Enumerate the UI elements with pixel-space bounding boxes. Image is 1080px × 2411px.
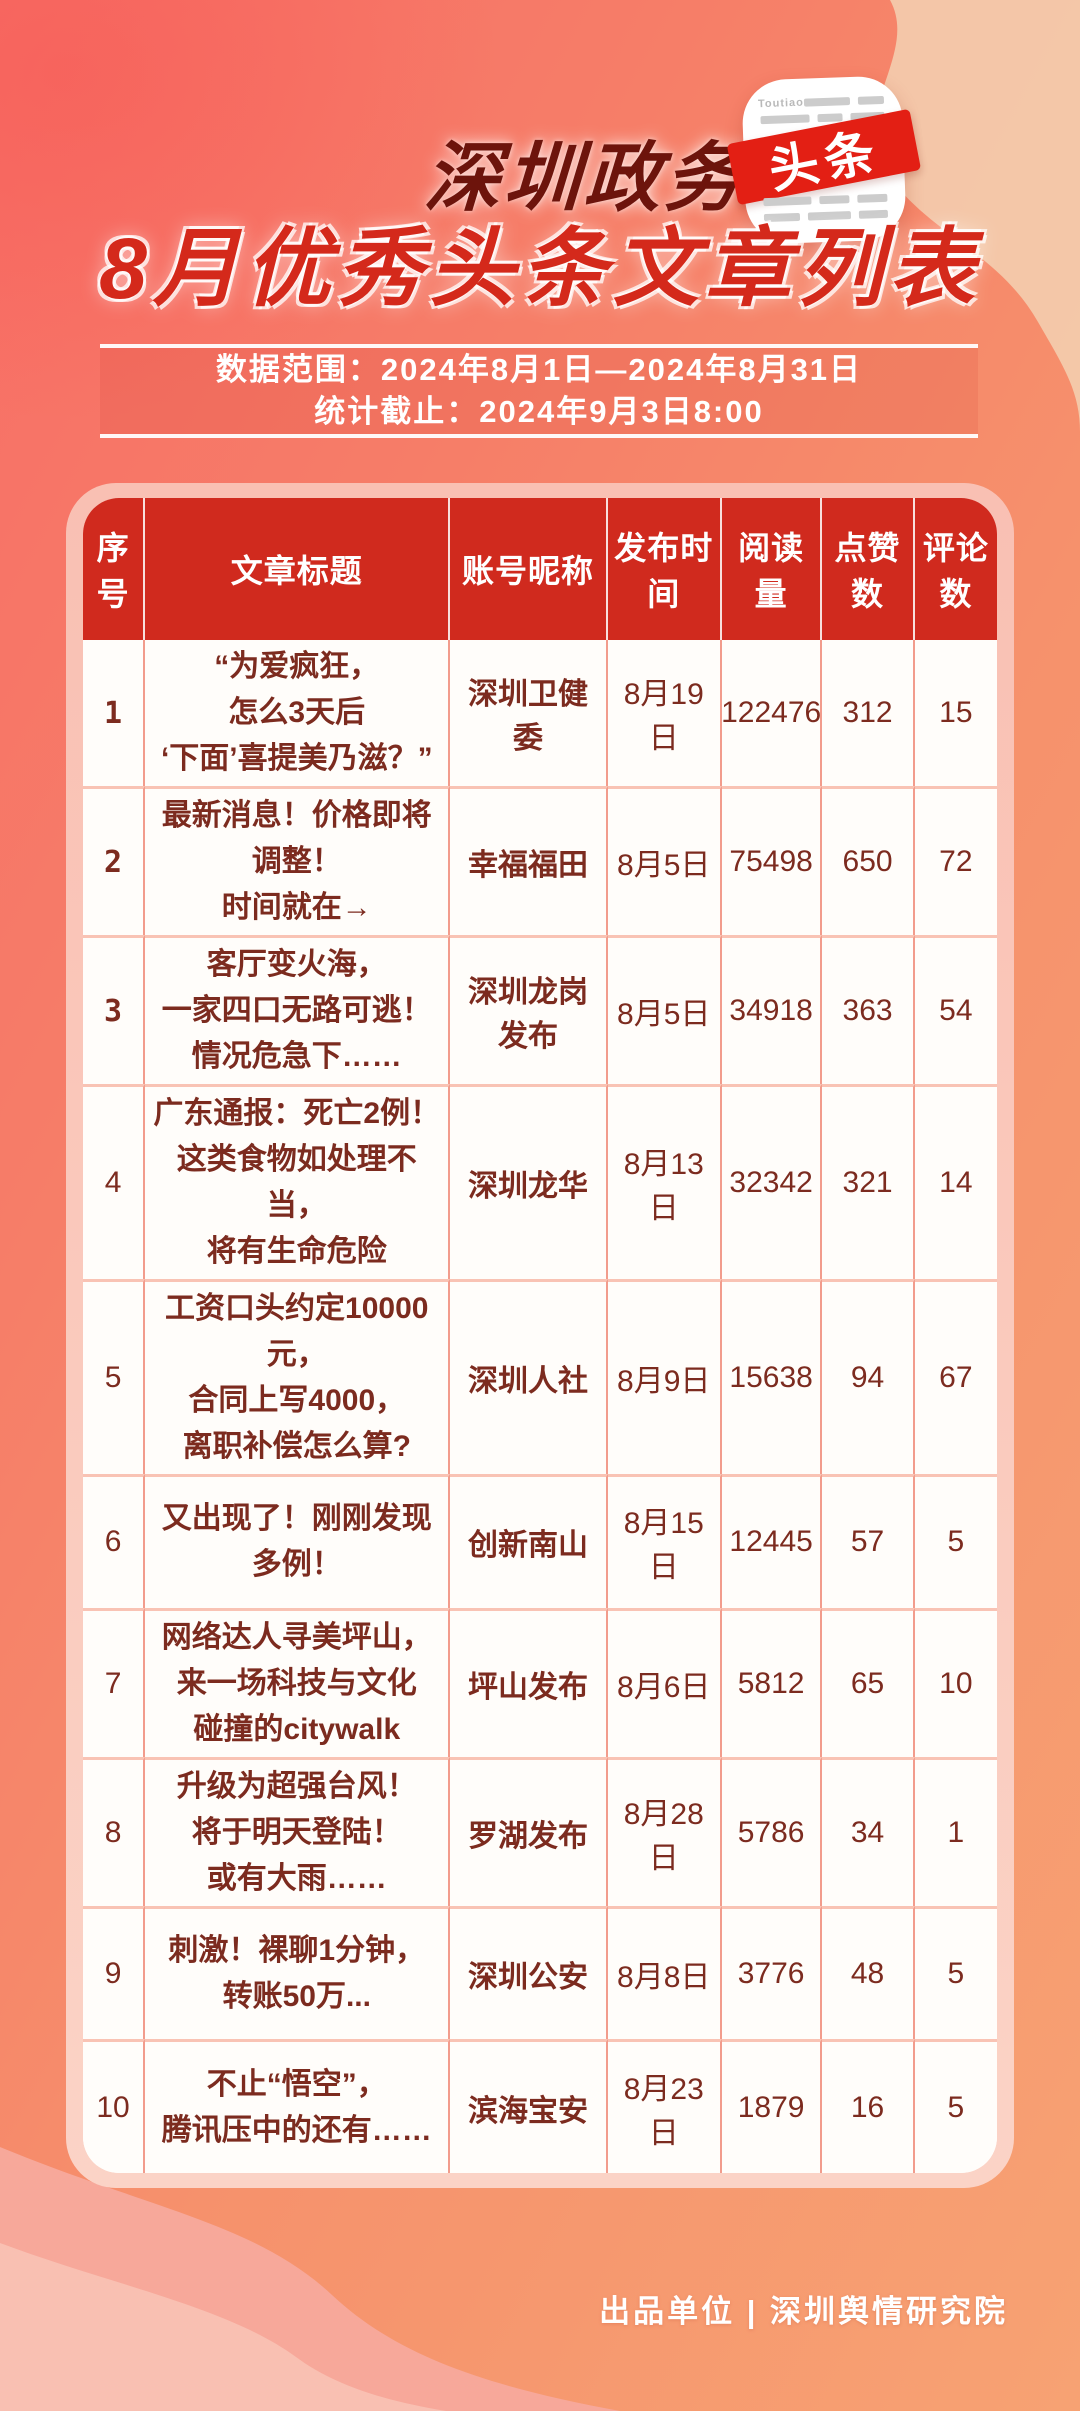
table-row: 5 工资口头约定10000元， 合同上写4000， 离职补偿怎么算? 深圳人社 … [83,1279,997,1474]
read-count: 3776 [721,1905,823,2040]
account-name: 深圳公安 [450,1905,608,2040]
account-name: 幸福福田 [450,786,608,935]
producer-credit: 出品单位 | 深圳舆情研究院 [599,2294,1008,2329]
table-row: 6 又出现了！刚刚发现多例！ 创新南山 8月15日 12445 57 5 [83,1474,997,1608]
comment-count: 5 [914,1474,997,1608]
publish-date: 8月6日 [607,1607,722,1757]
read-count: 122476 [721,640,823,786]
comment-count: 67 [914,1279,997,1474]
row-number: 4 [83,1084,146,1279]
publish-date: 8月19日 [607,640,722,786]
row-number: 5 [83,1279,146,1474]
publish-date: 8月8日 [607,1905,722,2040]
article-title: 升级为超强台风！ 将于明天登陆！ 或有大雨…… [145,1756,451,1906]
account-name: 深圳人社 [450,1279,608,1474]
article-title: “为爱疯狂， 怎么3天后 ‘下面’喜提美乃滋？” [145,640,451,786]
column-header-account: 账号昵称 [450,498,608,640]
like-count: 57 [822,1474,915,1608]
column-header-index: 序号 [83,498,146,640]
read-count: 34918 [721,935,823,1084]
read-count: 15638 [721,1279,823,1474]
table-row: 9 刺激！裸聊1分钟， 转账50万... 深圳公安 8月8日 3776 48 5 [83,1905,997,2040]
read-count: 5812 [721,1607,823,1757]
row-number: 2 [83,786,146,935]
publish-date: 8月13日 [607,1084,722,1279]
account-name: 深圳龙岗发布 [450,935,608,1084]
like-count: 94 [822,1279,915,1474]
like-count: 65 [822,1607,915,1757]
column-header-title: 文章标题 [145,498,451,640]
row-number: 8 [83,1756,146,1906]
account-name: 罗湖发布 [450,1756,608,1906]
comment-count: 72 [914,786,997,935]
comment-count: 14 [914,1084,997,1279]
row-number: 7 [83,1607,146,1757]
table-row: 7 网络达人寻美坪山， 来一场科技与文化 碰撞的citywalk 坪山发布 8月… [83,1607,997,1757]
article-title: 不止“悟空”， 腾讯压中的还有…… [145,2039,451,2173]
data-range-text: 数据范围：2024年8月1日—2024年8月31日 [215,352,863,387]
comment-count: 54 [914,935,997,1084]
publish-date: 8月9日 [607,1279,722,1474]
publish-date: 8月23日 [607,2039,722,2173]
read-count: 75498 [721,786,823,935]
account-name: 滨海宝安 [450,2039,608,2173]
comment-count: 5 [914,2039,997,2173]
publish-date: 8月5日 [607,935,722,1084]
column-header-comments: 评论数 [914,498,997,640]
row-number: 1 [83,640,146,786]
article-title: 广东通报：死亡2例！ 这类食物如处理不当， 将有生命危险 [145,1084,451,1279]
read-count: 1879 [721,2039,823,2173]
like-count: 48 [822,1905,915,2040]
column-header-likes: 点赞数 [822,498,915,640]
like-count: 321 [822,1084,915,1279]
read-count: 5786 [721,1756,823,1906]
account-name: 创新南山 [450,1474,608,1608]
account-name: 深圳卫健委 [450,640,608,786]
comment-count: 15 [914,640,997,786]
like-count: 363 [822,935,915,1084]
like-count: 312 [822,640,915,786]
like-count: 650 [822,786,915,935]
table-row: 1 “为爱疯狂， 怎么3天后 ‘下面’喜提美乃滋？” 深圳卫健委 8月19日 1… [83,640,997,786]
table-row: 2 最新消息！价格即将调整！ 时间就在→ 幸福福田 8月5日 75498 650… [83,786,997,935]
table-row: 10 不止“悟空”， 腾讯压中的还有…… 滨海宝安 8月23日 1879 16 … [83,2039,997,2173]
comment-count: 5 [914,1905,997,2040]
read-count: 32342 [721,1084,823,1279]
read-count: 12445 [721,1474,823,1608]
table-row: 8 升级为超强台风！ 将于明天登陆！ 或有大雨…… 罗湖发布 8月28日 578… [83,1756,997,1906]
stats-deadline-text: 统计截止：2024年9月3日8:00 [314,394,764,429]
column-header-date: 发布时间 [607,498,722,640]
publish-date: 8月5日 [607,786,722,935]
row-number: 9 [83,1905,146,2040]
account-name: 深圳龙华 [450,1084,608,1279]
table-row: 4 广东通报：死亡2例！ 这类食物如处理不当， 将有生命危险 深圳龙华 8月13… [83,1084,997,1279]
comment-count: 10 [914,1607,997,1757]
article-title: 刺激！裸聊1分钟， 转账50万... [145,1905,451,2040]
account-name: 坪山发布 [450,1607,608,1757]
article-table: 序号 文章标题 账号昵称 发布时间 阅读量 点赞数 评论数 1 “为爱疯狂， 怎… [83,498,997,2173]
article-title: 最新消息！价格即将调整！ 时间就在→ [145,786,451,935]
column-header-reads: 阅读量 [721,498,823,640]
article-title: 又出现了！刚刚发现多例！ [145,1474,451,1608]
row-number: 3 [83,935,146,1084]
publish-date: 8月15日 [607,1474,722,1608]
row-number: 6 [83,1474,146,1608]
page-title: 8月优秀头条文章列表 [99,221,981,317]
like-count: 16 [822,2039,915,2173]
article-title: 网络达人寻美坪山， 来一场科技与文化 碰撞的citywalk [145,1607,451,1757]
table-card: 序号 文章标题 账号昵称 发布时间 阅读量 点赞数 评论数 1 “为爱疯狂， 怎… [66,483,1014,2188]
like-count: 34 [822,1756,915,1906]
table-header-row: 序号 文章标题 账号昵称 发布时间 阅读量 点赞数 评论数 [83,498,997,640]
row-number: 10 [83,2039,146,2173]
table-row: 3 客厅变火海， 一家四口无路可逃！ 情况危急下…… 深圳龙岗发布 8月5日 3… [83,935,997,1084]
publish-date: 8月28日 [607,1756,722,1906]
comment-count: 1 [914,1756,997,1906]
date-range-banner: 数据范围：2024年8月1日—2024年8月31日 统计截止：2024年9月3日… [100,344,978,438]
article-title: 客厅变火海， 一家四口无路可逃！ 情况危急下…… [145,935,451,1084]
article-title: 工资口头约定10000元， 合同上写4000， 离职补偿怎么算? [145,1279,451,1474]
